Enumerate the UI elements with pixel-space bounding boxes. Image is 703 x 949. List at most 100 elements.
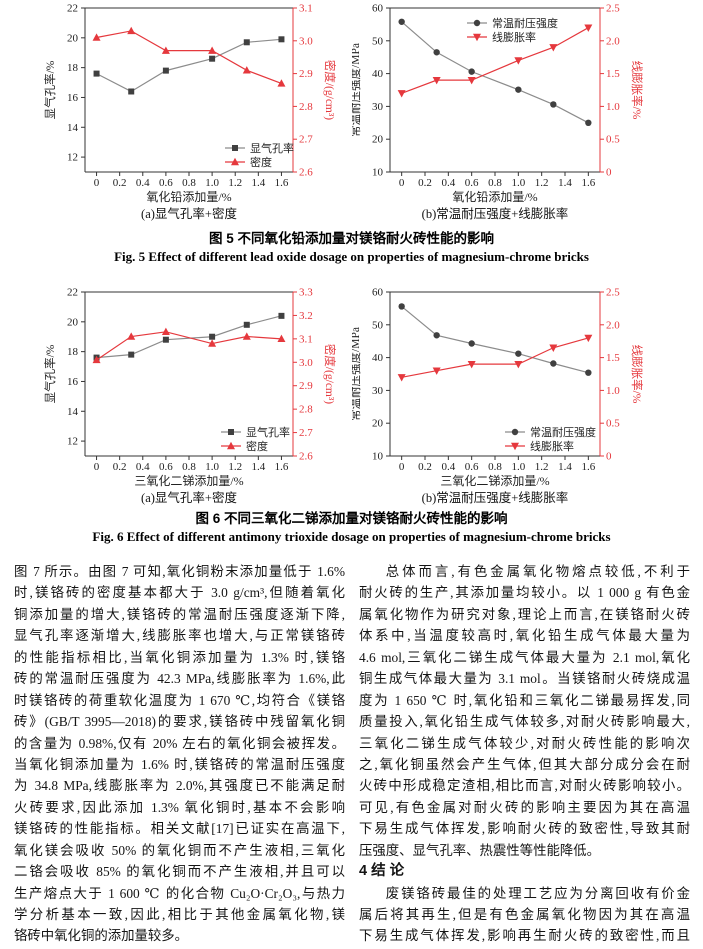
svg-text:3.1: 3.1 [299,333,313,345]
svg-text:线膨胀率/%: 线膨胀率/% [630,345,644,404]
svg-text:0.8: 0.8 [488,461,502,473]
svg-text:1.0: 1.0 [205,461,219,473]
svg-text:常温耐压强度: 常温耐压强度 [492,16,558,30]
figure5-caption: 图 5 不同氧化铅添加量对镁铬耐火砖性能的影响 Fig. 5 Effect of… [0,229,703,266]
text-line: 之,氧化铜虽然会产生气体,但其大部分成分会在耐 [359,756,690,772]
chart-svg: 0 0.2 0.4 0.6 0.8 1.0 1.2 1.4 1.6 10 20 30 40 50 60 0 0.… [348,3,644,222]
svg-text:显气孔率: 显气孔率 [250,141,294,155]
text-line: 质量投入,氧化铅生成气体较多,对耐火砖影响最大, [359,714,690,730]
svg-text:20: 20 [372,418,384,430]
svg-text:常温耐压强度/MPa: 常温耐压强度/MPa [352,327,362,421]
svg-text:(a)显气孔率+密度: (a)显气孔率+密度 [141,206,237,221]
svg-text:线膨胀率: 线膨胀率 [492,30,536,44]
svg-text:1.6: 1.6 [581,177,595,189]
svg-text:50: 50 [372,319,384,331]
svg-text:16: 16 [67,92,79,104]
svg-text:1.2: 1.2 [535,461,549,473]
svg-text:1.2: 1.2 [228,461,242,473]
svg-text:0.5: 0.5 [606,134,620,146]
text-line: 压强度、显气孔率、热震性等性能降低。 [359,842,601,858]
svg-text:20: 20 [67,316,79,328]
svg-text:14: 14 [67,406,79,418]
chart-fig5a-porosity-density: 0 0.2 0.4 0.6 0.8 1.0 1.2 1.4 1.6 12 14 16 18 20 22 2.6… [0,0,350,226]
chart-fig6b-strength-expansion: 0 0.2 0.4 0.6 0.8 1.0 1.2 1.4 1.6 10 20 30 40 50 60 0 0.… [348,284,702,510]
svg-text:0.4: 0.4 [136,461,150,473]
text-line: 属氧化物作为研究对象,理论上而言,在镁铬耐火砖 [359,606,690,622]
svg-text:1.0: 1.0 [606,101,620,113]
text-line: 时镁铬砖的荷重软化温度为 1 670 ℃,均符合《镁铬 [14,692,345,708]
svg-text:1.6: 1.6 [275,461,289,473]
svg-text:1.0: 1.0 [511,461,525,473]
svg-text:10: 10 [372,167,384,179]
svg-text:2.5: 2.5 [606,287,620,299]
figure6-caption-zh: 图 6 不同三氧化二锑添加量对镁铬耐火砖性能的影响 [195,511,508,526]
figure5-caption-en: Fig. 5 Effect of different lead oxide do… [114,249,589,264]
svg-text:显气孔率: 显气孔率 [246,425,290,439]
figure6-caption-en: Fig. 6 Effect of different antimony trio… [92,529,611,544]
svg-text:氧化铅添加量/%: 氧化铅添加量/% [452,190,537,204]
svg-text:2.8: 2.8 [299,101,313,113]
text-line: 镁铬砖的性能指标。相关文献[17]已证实在高温下, [14,821,345,837]
svg-text:1.2: 1.2 [535,177,549,189]
svg-text:0: 0 [606,167,612,179]
svg-text:常温耐压强度: 常温耐压强度 [530,425,596,439]
svg-text:(b)常温耐压强度+线膨胀率: (b)常温耐压强度+线膨胀率 [422,490,569,505]
svg-text:线膨胀率/%: 线膨胀率/% [630,61,644,120]
text-line: 砖》(GB/T 3995—2018)的要求,镁铬砖中残留氧化铜 [14,714,345,730]
body-column-left: 图 7 所示。由图 7 可知,氧化铜粉末添加量低于 1.6% 时,镁铬砖的密度基本… [14,561,345,947]
svg-text:0.2: 0.2 [418,177,432,189]
svg-text:2.5: 2.5 [606,3,620,15]
text-line: 铬砖中氧化铜的添加量较多。 [14,928,189,944]
svg-text:1.0: 1.0 [606,385,620,397]
text-line: 废镁铬砖最佳的处理工艺应为分离回收有价金 [385,885,690,901]
text-line: 可见,有色金属对耐火砖的影响主要因为其在高温 [359,799,690,815]
svg-text:1.2: 1.2 [228,177,242,189]
svg-text:2.6: 2.6 [299,167,313,179]
svg-text:2.0: 2.0 [606,319,620,331]
svg-text:1.6: 1.6 [275,177,289,189]
svg-text:0: 0 [94,177,100,189]
svg-text:1.4: 1.4 [251,177,265,189]
svg-text:2.7: 2.7 [299,427,313,439]
text-line: 铜添加量的增大,镁铬砖的常温耐压强度逐渐下降, [14,606,345,622]
figure6-caption: 图 6 不同三氧化二锑添加量对镁铬耐火砖性能的影响 Fig. 6 Effect … [0,509,703,546]
svg-text:0.4: 0.4 [441,177,455,189]
svg-text:密度: 密度 [246,439,268,453]
svg-text:30: 30 [372,385,384,397]
svg-text:1.4: 1.4 [558,461,572,473]
text-line: 火砖要求,因此添加 1.3% 氧化铜时,基本不会影响 [14,799,345,815]
svg-text:1.6: 1.6 [581,461,595,473]
text-line: 氧化镁会吸收 50% 的氧化铜而不产生液相,三氧化 [14,842,345,858]
text-line: 耐火砖的生产,其添加量均较小。以 1 000 g 有色金 [359,585,690,601]
svg-text:2.9: 2.9 [299,68,313,80]
svg-text:20: 20 [372,134,384,146]
svg-text:显气孔率/%: 显气孔率/% [43,344,57,403]
svg-text:0.6: 0.6 [159,461,173,473]
text-line: 属后将其再生,但是有色金属氧化物因为其在高温 [359,907,690,922]
svg-text:常温耐压强度/MPa: 常温耐压强度/MPa [352,43,362,137]
svg-text:密度: 密度 [250,155,272,169]
svg-text:密度/(g/cm³): 密度/(g/cm³) [323,344,337,404]
svg-text:1.4: 1.4 [558,177,572,189]
text-line: 显气孔率逐渐增大,线膨胀率也增大,与正常镁铬砖 [14,628,345,644]
chart-fig6a-porosity-density: 0 0.2 0.4 0.6 0.8 1.0 1.2 1.4 1.6 12 14 16 18 20 22 2.6… [0,284,350,510]
text-line: 4.6 mol,三氧化二锑生成气体最大量为 2.1 mol,氧化 [359,649,690,665]
svg-text:1.5: 1.5 [606,68,620,80]
svg-text:2.7: 2.7 [299,134,313,146]
svg-text:0.2: 0.2 [113,461,127,473]
text-line: 当氧化铜添加量为 1.6% 时,镁铬砖的常温耐压强度 [14,756,345,772]
svg-text:(a)显气孔率+密度: (a)显气孔率+密度 [141,490,237,505]
svg-text:三氧化二锑添加量/%: 三氧化二锑添加量/% [440,474,549,488]
text-line: 的含量为 0.98%,仅有 20% 左右的氧化铜会被挥发。 [14,735,345,751]
svg-text:1.4: 1.4 [251,461,265,473]
svg-text:60: 60 [372,3,384,15]
svg-text:密度/(g/cm³): 密度/(g/cm³) [323,60,337,120]
text-line: 铜生成气体最大量为 3.1 mol。当镁铬耐火砖烧成温 [359,671,690,687]
svg-text:18: 18 [67,62,79,74]
svg-text:18: 18 [67,346,79,358]
text-line: 生产熔点大于 1 600 ℃ 的化合物 Cu₂O·Cr₂O₃,与热力 [14,885,345,901]
chart-svg: 0 0.2 0.4 0.6 0.8 1.0 1.2 1.4 1.6 10 20 30 40 50 60 0 0.… [348,287,644,506]
svg-text:0.4: 0.4 [136,177,150,189]
svg-text:3.2: 3.2 [299,310,313,322]
